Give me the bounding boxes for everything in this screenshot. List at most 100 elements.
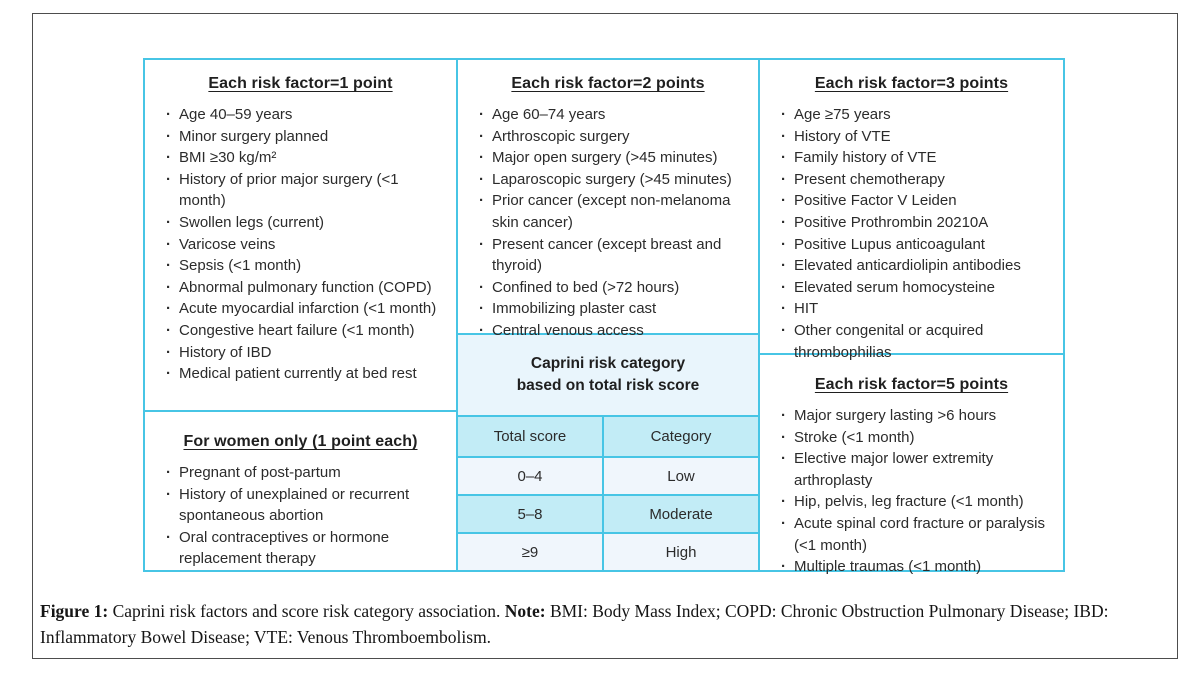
risk-item-text: Positive Lupus anticoagulant [794,235,985,253]
risk-item-text: Acute spinal cord fracture or paralysis … [794,514,1045,554]
list-item: · Elective major lower extremity arthropl… [781,448,1055,491]
caprini-risk-panel: Each risk factor=1 point · Age 40–59 year… [143,58,1065,575]
bullet-dot: · [479,106,484,123]
risk-item-text: Acute myocardial infarction (<1 month) [179,300,437,318]
figure-caption-label: Figure 1: [40,601,109,621]
section-three-points: Each risk factor=3 points · Age ≥75 years… [760,60,1063,361]
bullet-dot: · [781,428,786,446]
score-table-body: 0–4 Low 5–8 Moderate ≥9 High [458,458,758,570]
list-item: · Hip, pelvis, leg fracture (<1 month) [781,491,1055,513]
risk-item-text: Elective major lower extremity arthropla… [794,450,994,489]
bullet-dot: · [166,464,171,482]
bullet-dot: · [781,407,786,424]
list-item: · Major open surgery (>45 minutes) [479,147,750,169]
list-item: · Central venous access [479,320,750,342]
bullet-dot: · [166,213,171,231]
list-item: · Positive Factor V Leiden [781,190,1055,212]
risk-list-women-only: · Pregnant of post-partum · History of une… [145,462,456,570]
score-table-cell-category: Low [667,467,695,485]
risk-item-text: Central venous access [492,321,644,339]
risk-item-text: Confined to bed (>72 hours) [492,278,680,296]
risk-item-text: Abnormal pulmonary function (COPD) [179,278,432,296]
risk-item-text: Age 60–74 years [492,106,606,123]
list-item: · BMI ≥30 kg/m² [166,147,448,169]
bullet-dot: · [781,149,786,167]
risk-item-text: BMI ≥30 kg/m² [179,149,277,167]
risk-item-text: HIT [794,300,819,318]
risk-item-text: Age ≥75 years [794,106,891,123]
score-table-cell-category: Moderate [649,505,713,523]
score-table-row: 5–8 Moderate [458,494,758,532]
bullet-dot: · [781,192,786,210]
bullet-dot: · [781,321,786,339]
risk-item-text: Positive Prothrombin 20210A [794,213,989,231]
bullet-dot: · [166,149,171,167]
figure-caption: Figure 1: Caprini risk factors and score… [40,599,1172,651]
risk-item-text: Elevated anticardiolipin antibodies [794,257,1021,275]
bullet-dot: · [781,235,786,253]
list-item: · Elevated serum homocysteine [781,277,1055,299]
list-item: · Abnormal pulmonary function (COPD) [166,277,448,299]
bullet-dot: · [479,235,484,253]
risk-item-text: Hip, pelvis, leg fracture (<1 month) [794,493,1024,511]
score-table-cell-total-score: 5–8 [458,496,604,532]
bullet-dot: · [166,300,171,318]
risk-item-text: Varicose veins [179,235,276,253]
risk-item-text: Congestive heart failure (<1 month) [179,321,415,339]
score-table-row: ≥9 High [458,532,758,570]
column-three-five-points: Each risk factor=3 points · Age ≥75 years… [760,60,1063,575]
list-item: · Pregnant of post-partum [166,462,448,484]
list-item: · History of IBD [166,342,448,364]
risk-item-text: Sepsis (<1 month) [179,257,302,275]
section-women-only: For women only (1 point each) · Pregnant … [145,412,456,570]
bullet-dot: · [479,278,484,296]
risk-item-text: Major open surgery (>45 minutes) [492,149,718,167]
score-table-cell-category: High [665,543,697,561]
list-item: · Prior cancer (except non-melanoma skin … [479,190,750,233]
bullet-dot: · [781,558,786,576]
bullet-dot: · [781,450,786,468]
risk-item-text: Present cancer (except breast and thyroi… [492,235,722,275]
list-item: · Oral contraceptives or hormone replacem… [166,527,448,570]
section-title-one-point: Each risk factor=1 point [208,75,393,92]
list-item: · Elevated anticardiolipin antibodies [781,255,1055,277]
bullet-dot: · [166,321,171,339]
caprini-category-header-line2: based on total risk score [516,377,700,394]
caprini-category-header-line1: Caprini risk category [530,355,686,373]
list-item: · Positive Prothrombin 20210A [781,212,1055,234]
risk-item-text: Medical patient currently at bed rest [179,365,417,383]
risk-item-text: History of IBD [179,343,272,361]
section-one-point: Each risk factor=1 point · Age 40–59 year… [145,60,456,413]
bullet-dot: · [166,170,171,188]
list-item: · Present cancer (except breast and thyro… [479,234,750,277]
list-item: · Age ≥75 years [781,104,1055,126]
list-item: · Acute myocardial infarction (<1 month) [166,298,448,320]
bullet-dot: · [479,321,484,339]
bullet-dot: · [781,127,786,145]
risk-list-one-point: · Age 40–59 years · Minor surgery planned … [145,104,456,385]
caprini-category-header: Caprini risk category based on total ris… [458,335,758,417]
risk-item-text: Immobilizing plaster cast [492,300,657,318]
bullet-dot: · [166,485,171,503]
bullet-dot: · [781,170,786,188]
risk-item-text: Other congenital or acquired thrombophil… [794,321,984,361]
bullet-dot: · [781,300,786,318]
score-table-row: 0–4 Low [458,458,758,494]
bullet-dot: · [479,300,484,318]
list-item: · History of prior major surgery (<1 mont… [166,169,448,212]
list-item: · Sepsis (<1 month) [166,255,448,277]
bullet-dot: · [781,493,786,511]
bullet-dot: · [166,106,171,123]
section-title-two-points: Each risk factor=2 points [511,75,705,92]
risk-item-text: Prior cancer (except non-melanoma skin c… [492,192,731,231]
list-item: · Present chemotherapy [781,169,1055,191]
bullet-dot: · [479,192,484,210]
risk-item-text: Oral contraceptives or hormone replaceme… [179,528,390,568]
bullet-dot: · [781,278,786,296]
risk-item-text: Laparoscopic surgery (>45 minutes) [492,170,732,188]
bullet-dot: · [166,257,171,275]
bullet-dot: · [781,213,786,231]
list-item: · Family history of VTE [781,147,1055,169]
bullet-dot: · [781,514,786,532]
risk-item-text: History of unexplained or recurrent spon… [179,485,410,525]
